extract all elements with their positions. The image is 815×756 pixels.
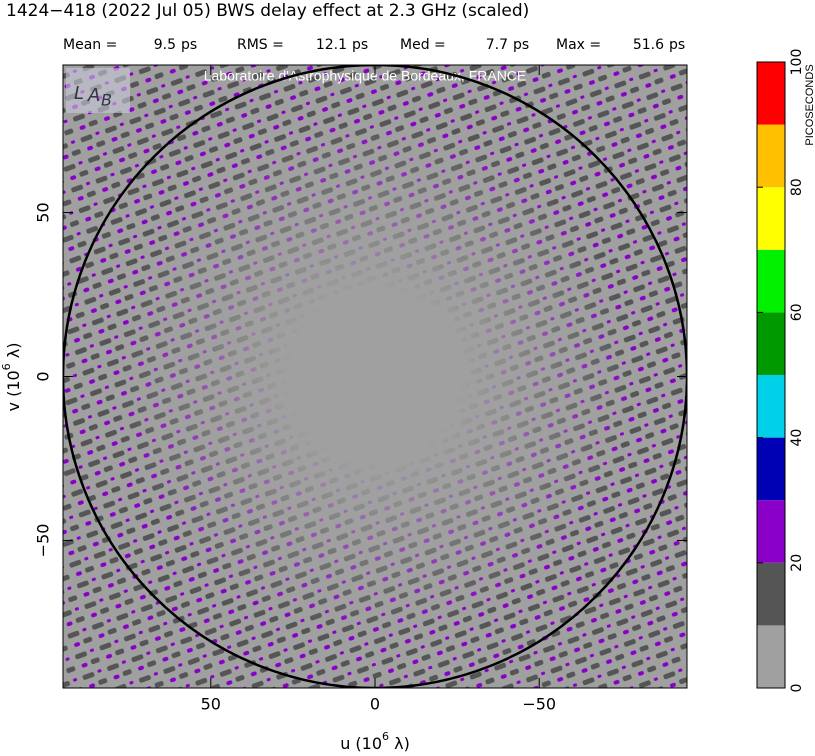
- colorbar-segment: [757, 562, 785, 626]
- stat-label: Mean =: [63, 37, 117, 53]
- svg-text:B: B: [101, 91, 112, 110]
- colorbar-frame: [756, 61, 786, 689]
- y-axis-label-sup: 6: [0, 363, 13, 370]
- colorbar-tick-label: 100: [789, 49, 805, 76]
- x-axis-label: u (106 λ): [340, 730, 410, 753]
- stat-label: Max =: [556, 37, 601, 53]
- y-axis-label: v (106 λ): [0, 343, 23, 412]
- stat-unit: ps: [669, 37, 685, 53]
- x-axis-label-sup: 6: [382, 730, 389, 743]
- svg-text:L: L: [74, 83, 84, 104]
- stat-label: Med =: [400, 37, 446, 53]
- colorbar-segment: [757, 62, 785, 125]
- colorbar-segment: [757, 375, 785, 438]
- colorbar-tick-label: 80: [789, 178, 805, 196]
- y-tick-label: −50: [34, 524, 53, 558]
- colorbar-segment: [757, 124, 785, 188]
- colorbar-segment: [757, 625, 785, 688]
- chart-title: 1424−418 (2022 Jul 05) BWS delay effect …: [6, 1, 529, 21]
- stat-value: 51.6: [633, 37, 664, 53]
- x-axis-label-text: u (10: [340, 734, 382, 753]
- stat-value: 12.1: [316, 37, 347, 53]
- x-tick-label: 0: [370, 695, 380, 714]
- colorbar-tick-label: 20: [789, 554, 805, 572]
- stat-value: 9.5: [154, 37, 176, 53]
- stat-label: RMS =: [237, 37, 284, 53]
- stat-unit: ps: [513, 37, 529, 53]
- svg-text:A: A: [87, 85, 100, 106]
- colorbar-label: PICOSECONDS: [804, 64, 815, 145]
- y-axis-label-tail: λ): [4, 343, 23, 364]
- colorbar-segment: [757, 437, 785, 501]
- y-tick-label: 50: [34, 202, 53, 222]
- x-tick-label: −50: [522, 695, 556, 714]
- y-axis-label-text: v (10: [4, 370, 23, 411]
- colorbar-tick-label: 0: [789, 684, 805, 693]
- stat-unit: ps: [181, 37, 197, 53]
- colorbar-segment: [757, 312, 785, 375]
- colorbar-segment: [757, 500, 785, 563]
- colorbar-segment: [757, 187, 785, 250]
- colorbar-segment: [757, 249, 785, 313]
- x-axis-label-tail: λ): [389, 734, 410, 753]
- map-texture: [63, 65, 687, 688]
- stat-value: 7.7: [486, 37, 508, 53]
- stat-unit: ps: [352, 37, 368, 53]
- logo: L A B: [66, 68, 130, 113]
- y-tick-label: 0: [34, 371, 53, 381]
- x-tick-label: 50: [201, 695, 221, 714]
- colorbar-tick-label: 40: [789, 429, 805, 447]
- plot-area: L A B Laboratoire d'Astrophysique de Bor…: [63, 65, 687, 688]
- colorbar-tick-label: 60: [789, 303, 805, 321]
